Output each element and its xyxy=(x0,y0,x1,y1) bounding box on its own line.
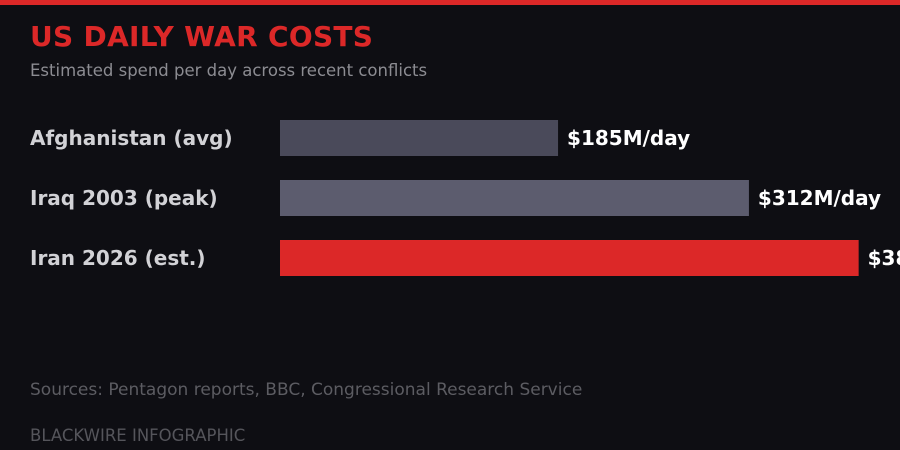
bar xyxy=(280,120,559,156)
bar xyxy=(280,240,859,276)
value-label: $185M/day xyxy=(567,126,690,150)
category-label: Iran 2026 (est.) xyxy=(30,246,206,270)
category-label: Iraq 2003 (peak) xyxy=(30,186,218,210)
bar xyxy=(280,180,749,216)
top-accent-bar xyxy=(0,0,900,5)
sources-note: Sources: Pentagon reports, BBC, Congress… xyxy=(30,380,583,400)
value-label: $312M/day xyxy=(758,186,881,210)
value-label: $385M/day xyxy=(868,246,900,270)
brand-footer: BLACKWIRE INFOGRAPHIC xyxy=(30,426,246,445)
chart-subtitle: Estimated spend per day across recent co… xyxy=(30,61,428,80)
chart-title: US DAILY WAR COSTS xyxy=(30,20,374,53)
category-label: Afghanistan (avg) xyxy=(30,126,233,150)
